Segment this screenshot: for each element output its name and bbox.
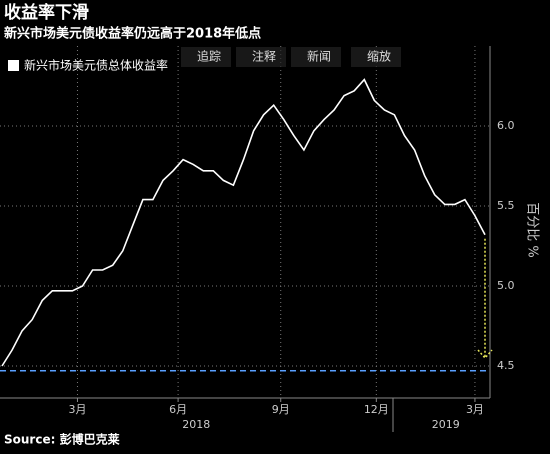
line: [1, 78, 486, 367]
y-tick-label: 4.5: [497, 359, 515, 372]
toolbar-label[interactable]: 注释: [252, 49, 276, 64]
year-label: 2018: [182, 418, 210, 431]
toolbar-label[interactable]: 缩放: [367, 49, 391, 64]
x-tick-label: 6月: [169, 403, 187, 416]
toolbar-button[interactable]: [351, 47, 401, 67]
toolbar-button[interactable]: [181, 47, 231, 67]
year-label: 2019: [432, 418, 460, 431]
chart-subtitle: 新兴市场美元债收益率仍远高于2018年低点: [4, 26, 261, 42]
y-axis-label: 百分比 %: [525, 202, 540, 258]
chart-title: 收益率下滑: [4, 2, 89, 23]
toolbar-button[interactable]: [236, 47, 286, 67]
x-tick-label: 3月: [466, 403, 484, 416]
x-tick-label: 12月: [364, 403, 389, 416]
x-tick-label: 9月: [272, 403, 290, 416]
arrow-head: [477, 349, 493, 360]
legend-label: 新兴市场美元债总体收益率: [24, 58, 168, 73]
toolbar-button[interactable]: [291, 47, 341, 67]
y-tick-label: 5.5: [497, 199, 515, 212]
toolbar-label[interactable]: 追踪: [197, 49, 221, 64]
y-tick-label: 6.0: [497, 119, 515, 132]
source: Source: 彭博巴克莱: [4, 432, 120, 447]
x-tick-label: 3月: [68, 403, 86, 416]
legend-swatch: [8, 60, 19, 71]
y-tick-label: 5.0: [497, 279, 515, 292]
toolbar-label[interactable]: 新闻: [307, 49, 331, 64]
